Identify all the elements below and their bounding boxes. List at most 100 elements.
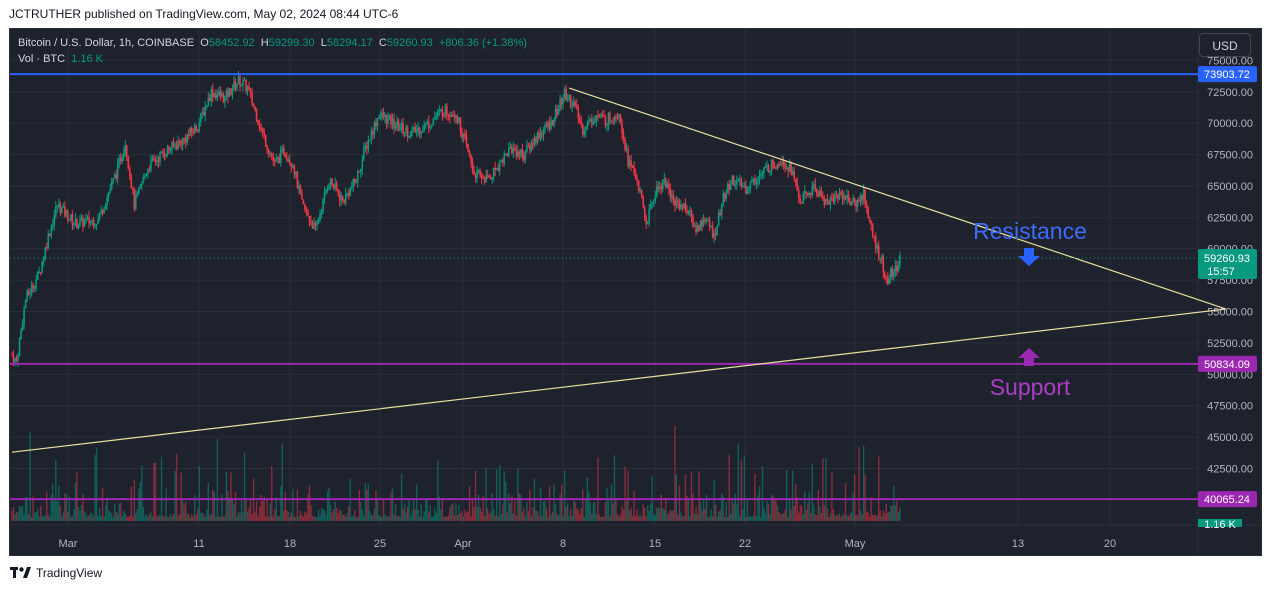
volume-bar bbox=[708, 516, 711, 521]
candle-body bbox=[731, 175, 734, 185]
candle-body bbox=[132, 188, 134, 190]
candle-body bbox=[260, 128, 262, 130]
candle-body bbox=[556, 109, 558, 115]
volume-bar bbox=[862, 445, 865, 521]
volume-bar bbox=[396, 515, 398, 521]
candle-body bbox=[178, 141, 181, 143]
volume-bar bbox=[212, 489, 214, 521]
support-arrow-icon bbox=[1018, 348, 1040, 366]
candle-body bbox=[141, 183, 143, 186]
tradingview-logo[interactable]: TradingView bbox=[10, 566, 102, 580]
candle-body bbox=[527, 145, 530, 147]
candle-body bbox=[257, 121, 259, 125]
candle-body bbox=[295, 171, 297, 175]
candle-body bbox=[536, 132, 539, 143]
volume-bar bbox=[736, 504, 738, 521]
price-chart[interactable]: 75000.00 72500.00 70000.00 67500.00 65000.00… bbox=[10, 29, 1262, 556]
volume-bar bbox=[73, 509, 75, 521]
volume-bar bbox=[505, 481, 507, 521]
volume-bar bbox=[334, 501, 336, 521]
candle-body bbox=[578, 117, 581, 121]
candle-body bbox=[713, 233, 715, 238]
volume-bar bbox=[751, 516, 753, 521]
candle-body bbox=[550, 120, 552, 129]
volume-bar bbox=[772, 496, 774, 521]
volume-bar bbox=[570, 509, 572, 521]
volume-bar bbox=[899, 507, 901, 521]
candle-body bbox=[716, 225, 718, 236]
volume-bar bbox=[560, 484, 563, 521]
volume-bar bbox=[412, 499, 415, 521]
volume-bar bbox=[810, 513, 812, 521]
candle-body bbox=[219, 91, 222, 97]
volume-bar bbox=[737, 443, 740, 521]
volume-bar bbox=[896, 500, 898, 521]
volume-bar bbox=[77, 507, 80, 521]
candle-body bbox=[332, 185, 335, 189]
candle-body bbox=[199, 113, 202, 123]
candle-body bbox=[418, 127, 421, 134]
candle-body bbox=[273, 160, 276, 162]
volume-bar bbox=[210, 514, 213, 521]
currency-button[interactable]: USD bbox=[1199, 33, 1251, 57]
volume-bar bbox=[429, 504, 431, 521]
candle-body bbox=[512, 147, 515, 154]
volume-bar bbox=[711, 516, 714, 521]
volume-bar bbox=[455, 502, 457, 521]
candle-body bbox=[267, 149, 270, 154]
volume-bar bbox=[807, 503, 809, 521]
candle-body bbox=[704, 219, 706, 221]
volume-bar bbox=[154, 462, 157, 521]
candle-body bbox=[621, 123, 623, 134]
volume-bar bbox=[56, 501, 58, 521]
chart-area[interactable]: 75000.00 72500.00 70000.00 67500.00 65000.00… bbox=[9, 28, 1262, 556]
volume-bar bbox=[473, 507, 475, 521]
volume-bar bbox=[272, 516, 274, 521]
volume-bar bbox=[444, 516, 447, 521]
candle-body bbox=[660, 186, 663, 190]
volume-bar bbox=[29, 432, 31, 521]
volume-bar bbox=[745, 516, 747, 521]
candle-body bbox=[71, 214, 74, 225]
candle-body bbox=[240, 85, 243, 87]
volume-bar bbox=[20, 506, 22, 521]
candle-body bbox=[489, 177, 492, 180]
candle-body bbox=[44, 247, 47, 259]
volume-bar bbox=[239, 513, 241, 521]
candle-body bbox=[414, 126, 416, 133]
volume-bar bbox=[461, 511, 463, 521]
volume-bar bbox=[124, 513, 126, 521]
candle-body bbox=[514, 147, 516, 151]
volume-bar bbox=[332, 508, 335, 521]
candle-body bbox=[594, 120, 596, 123]
candle-body bbox=[61, 207, 63, 214]
volume-bar bbox=[435, 512, 438, 521]
volume-bar bbox=[624, 466, 626, 521]
candle-body bbox=[139, 185, 142, 188]
candle-body bbox=[835, 194, 838, 196]
volume-bar bbox=[367, 484, 370, 521]
volume-bar bbox=[589, 502, 592, 521]
volume-bar bbox=[653, 514, 655, 521]
candle-body bbox=[761, 172, 764, 174]
candle-body bbox=[572, 102, 575, 107]
candle-body bbox=[187, 135, 190, 137]
volume-bar bbox=[431, 516, 433, 521]
candle-body bbox=[480, 174, 483, 179]
candle-body bbox=[38, 272, 40, 274]
candle-body bbox=[103, 209, 105, 214]
volume-bar bbox=[423, 511, 425, 521]
volume-bar bbox=[123, 510, 125, 521]
volume-bar bbox=[414, 509, 416, 521]
candle-body bbox=[159, 153, 161, 163]
volume-bar bbox=[517, 468, 519, 521]
candle-body bbox=[76, 219, 78, 229]
volume-bar bbox=[884, 513, 886, 521]
volume-bar bbox=[452, 503, 454, 521]
candle-body bbox=[462, 133, 465, 138]
candle-body bbox=[14, 357, 16, 363]
trend-line bbox=[568, 87, 1227, 310]
volume-bar bbox=[301, 514, 303, 521]
volume-bar bbox=[557, 515, 560, 521]
candle-body bbox=[33, 287, 36, 289]
